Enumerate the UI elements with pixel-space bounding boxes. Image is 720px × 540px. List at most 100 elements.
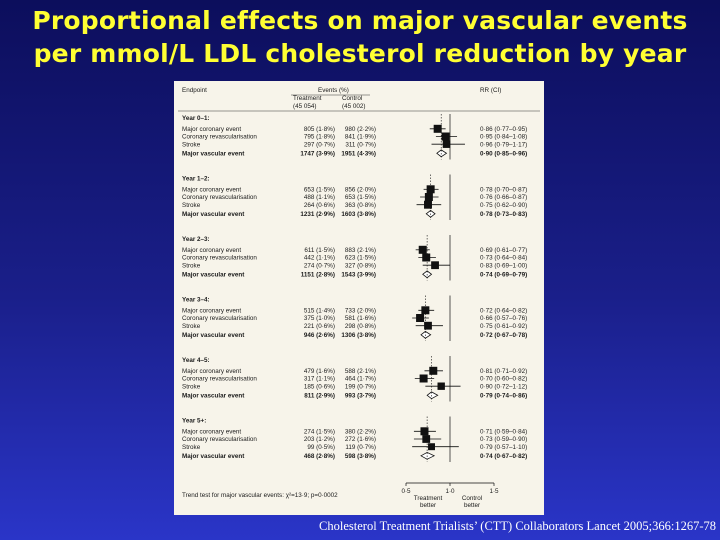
treatment-events: 264 (0·6%) — [304, 202, 335, 209]
rr-ci-label: 0·79 (0·57–1·10) — [480, 444, 527, 451]
control-events: 327 (0·8%) — [345, 262, 376, 269]
control-events: 1603 (3·8%) — [341, 211, 376, 218]
rr-ci-label: 0·73 (0·64–0·84) — [480, 255, 527, 262]
control-events: 581 (1·6%) — [345, 315, 376, 322]
treatment-events: 479 (1·6%) — [304, 368, 335, 375]
header-endpoint: Endpoint — [182, 87, 207, 94]
group-label: Year 3–4: — [182, 297, 210, 304]
rr-ci-label: 0·74 (0·69–0·79) — [480, 272, 527, 279]
control-events: 272 (1·6%) — [345, 436, 376, 443]
treatment-events: 274 (1·5%) — [304, 429, 335, 436]
control-events: 733 (2·0%) — [345, 308, 376, 315]
rr-ci-label: 0·76 (0·66–0·87) — [480, 194, 527, 201]
rr-ci-label: 0·74 (0·67–0·82) — [480, 453, 527, 460]
rr-square — [429, 366, 438, 375]
control-events: 119 (0·7%) — [345, 444, 376, 451]
rr-ci-label: 0·86 (0·77–0·95) — [480, 126, 527, 133]
endpoint-label: Coronary revascularisation — [182, 255, 257, 262]
rr-ci-label: 0·78 (0·73–0·83) — [480, 211, 527, 218]
treatment-events: 811 (2·9%) — [304, 393, 335, 400]
endpoint-label: Major coronary event — [182, 187, 241, 194]
x-tick-label: 1·0 — [445, 488, 455, 495]
rr-ci-label: 0·95 (0·84–1·08) — [480, 134, 527, 141]
summary-diamond — [426, 391, 439, 400]
endpoint-label: Stroke — [182, 202, 201, 209]
summary-endpoint-label: Major vascular event — [182, 211, 245, 218]
endpoint-label: Stroke — [182, 323, 201, 330]
header-rr: RR (CI) — [480, 87, 501, 94]
treatment-events: 297 (0·7%) — [304, 141, 335, 148]
endpoint-label: Coronary revascularisation — [182, 376, 257, 383]
endpoint-label: Stroke — [182, 141, 201, 148]
rr-ci-label: 0·75 (0·62–0·90) — [480, 202, 527, 209]
forest-plot-panel: Endpoint Events (%) Treatment (45 054) Contr… — [174, 81, 544, 515]
rr-square — [418, 245, 427, 254]
summary-diamond — [420, 330, 432, 339]
control-events: 464 (1·7%) — [345, 376, 376, 383]
x-label-left: Treatment — [414, 495, 443, 502]
header-events: Events (%) — [318, 87, 349, 94]
summary-endpoint-label: Major vascular event — [182, 393, 245, 400]
treatment-events: 1231 (2·9%) — [300, 211, 335, 218]
group-label: Year 0–1: — [182, 115, 210, 122]
group-label: Year 1–2: — [182, 176, 210, 183]
endpoint-label: Stroke — [182, 444, 201, 451]
treatment-events: 946 (2·6%) — [304, 332, 335, 339]
control-events: 980 (2·2%) — [345, 126, 376, 133]
rr-square — [419, 374, 428, 383]
control-events: 298 (0·8%) — [345, 323, 376, 330]
treatment-events: 99 (0·5%) — [307, 444, 335, 451]
rr-square — [422, 253, 431, 262]
x-tick-label: 1·5 — [489, 488, 499, 495]
summary-endpoint-label: Major vascular event — [182, 151, 245, 158]
rr-square — [428, 443, 435, 451]
control-events: 841 (1·9%) — [345, 134, 376, 141]
rr-ci-label: 0·72 (0·67–0·78) — [480, 332, 527, 339]
control-events: 623 (1·5%) — [345, 255, 376, 262]
forest-plot: Endpoint Events (%)Treatment(45 054)Contr… — [178, 87, 540, 509]
slide-title: Proportional effects on major vascular e… — [0, 4, 720, 70]
treatment-events: 488 (1·1%) — [304, 194, 335, 201]
control-events: 883 (2·1%) — [345, 247, 376, 254]
endpoint-label: Major coronary event — [182, 247, 241, 254]
control-events: 380 (2·2%) — [345, 429, 376, 436]
rr-square — [421, 306, 430, 315]
treatment-events: 274 (0·7%) — [304, 262, 335, 269]
summary-endpoint-label: Major vascular event — [182, 453, 245, 460]
x-label-right: Control — [462, 495, 482, 502]
rr-ci-label: 0·66 (0·57–0·76) — [480, 315, 527, 322]
header-control: Control — [342, 95, 362, 102]
treatment-events: 221 (0·6%) — [304, 323, 335, 330]
treatment-events: 795 (1·8%) — [304, 134, 335, 141]
treatment-events: 515 (1·4%) — [304, 308, 335, 315]
group-label: Year 2–3: — [182, 236, 210, 243]
rr-ci-label: 0·71 (0·59–0·84) — [480, 429, 527, 436]
treatment-events: 653 (1·5%) — [304, 187, 335, 194]
title-line-2: per mmol/L LDL cholesterol reduction by … — [33, 39, 687, 68]
endpoint-label: Coronary revascularisation — [182, 134, 257, 141]
control-events: 363 (0·8%) — [345, 202, 376, 209]
endpoint-label: Major coronary event — [182, 429, 241, 436]
treatment-events: 1151 (2·8%) — [301, 272, 335, 279]
treatment-events: 317 (1·1%) — [304, 376, 335, 383]
rr-ci-label: 0·72 (0·64–0·82) — [480, 308, 527, 315]
rr-ci-label: 0·79 (0·74–0·86) — [480, 393, 527, 400]
rr-square — [431, 261, 439, 270]
treatment-events: 611 (1·5%) — [304, 247, 335, 254]
endpoint-label: Major coronary event — [182, 368, 241, 375]
control-events: 588 (2·1%) — [345, 368, 376, 375]
rr-ci-label: 0·81 (0·71–0·92) — [480, 368, 527, 375]
control-events: 1543 (3·9%) — [341, 272, 376, 279]
rr-square — [424, 200, 432, 209]
treatment-events: 1747 (3·9%) — [300, 151, 335, 158]
endpoint-label: Coronary revascularisation — [182, 315, 257, 322]
treatment-events: 468 (2·8%) — [304, 453, 335, 460]
x-tick-label: 0·5 — [401, 488, 411, 495]
group-label: Year 5+: — [182, 418, 206, 425]
summary-endpoint-label: Major vascular event — [182, 332, 245, 339]
control-events: 1306 (3·8%) — [341, 332, 376, 339]
endpoint-label: Major coronary event — [182, 126, 241, 133]
summary-diamond — [420, 451, 436, 460]
treatment-events: 442 (1·1%) — [304, 255, 335, 262]
rr-ci-label: 0·69 (0·61–0·77) — [480, 247, 527, 254]
